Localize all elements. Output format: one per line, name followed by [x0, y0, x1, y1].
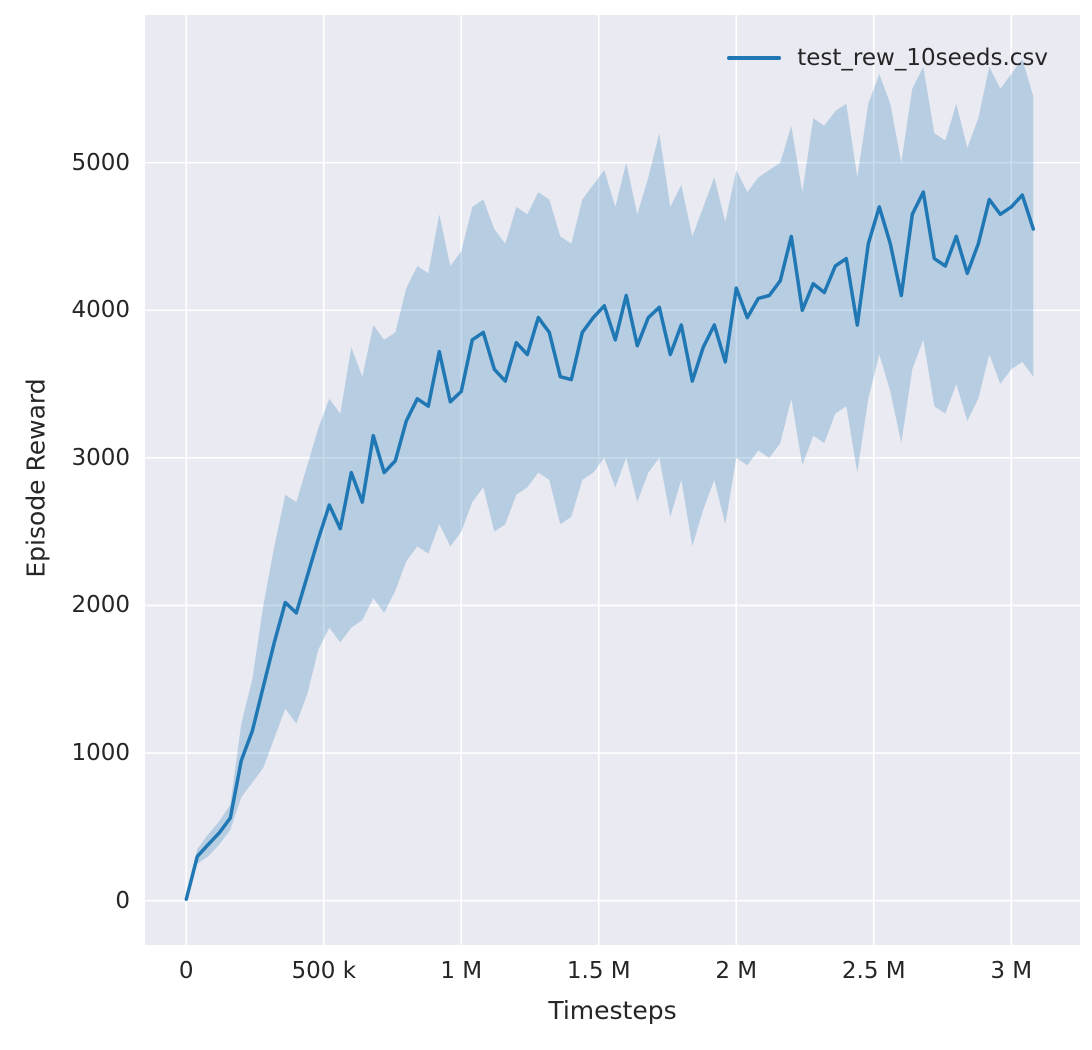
x-tick-label: 500 k	[291, 958, 357, 984]
x-axis-label: Timesteps	[548, 996, 677, 1025]
y-tick-label: 1000	[71, 740, 130, 767]
y-tick-label: 4000	[71, 297, 130, 324]
legend-label: test_rew_10seeds.csv	[797, 45, 1048, 71]
confidence-band	[186, 59, 1034, 901]
mean-line	[184, 190, 1036, 901]
x-tick-label: 2 M	[715, 958, 758, 984]
legend: test_rew_10seeds.csv	[719, 41, 1056, 75]
x-tick-label: 1.5 M	[566, 958, 631, 984]
y-axis-label: Episode Reward	[21, 378, 51, 578]
y-tick-label: 5000	[71, 149, 130, 176]
y-tick-label: 3000	[71, 444, 130, 471]
y-tick-label: 2000	[71, 592, 130, 619]
plot-area: test_rew_10seeds.csv	[145, 15, 1080, 945]
legend-line-swatch	[727, 56, 782, 60]
plot-canvas	[145, 15, 1080, 945]
x-tick-label: 2.5 M	[841, 958, 906, 984]
x-tick-label: 1 M	[440, 958, 483, 984]
x-tick-label: 0	[178, 958, 194, 984]
x-tick-label: 3 M	[990, 958, 1033, 984]
y-tick-label: 0	[115, 887, 130, 914]
